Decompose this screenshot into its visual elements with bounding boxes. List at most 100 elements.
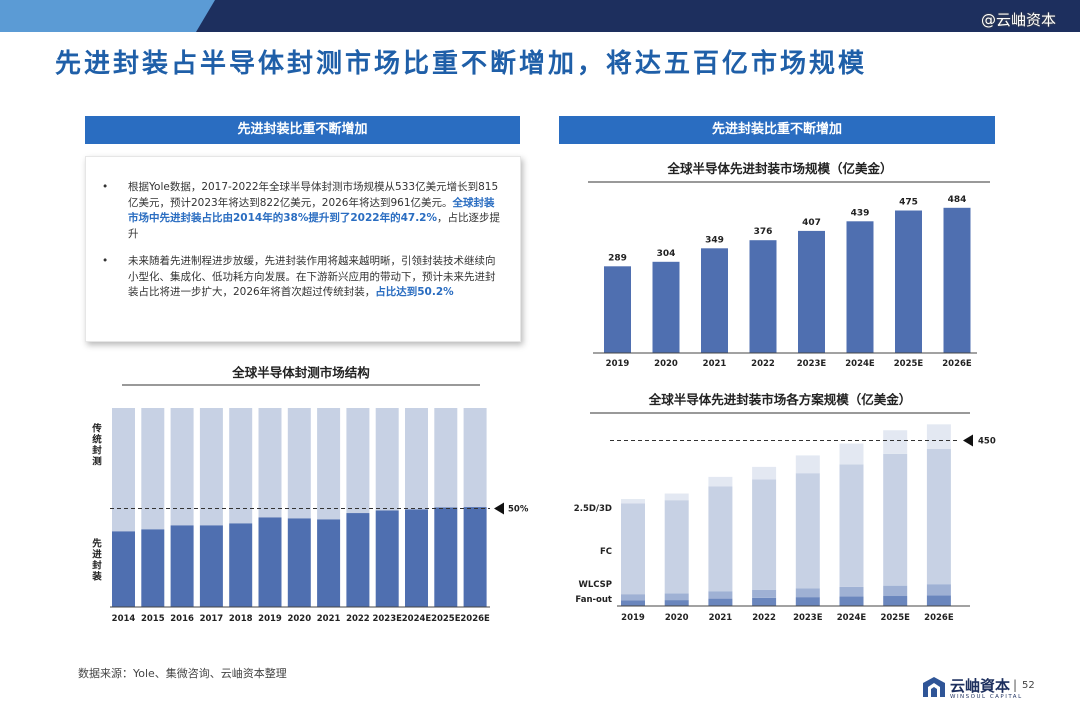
x-tick-label: 2018 [229, 614, 253, 624]
series-label: WLCSP [578, 580, 612, 590]
bar-segment-fc [708, 486, 733, 592]
bar-segment-wlcsp [752, 589, 777, 598]
reference-arrow-icon [494, 502, 504, 515]
chart-solution-size: 2019 2020 2021 2022 2023E 2024E 2025E 2026E 450 F… [574, 412, 996, 623]
bar-segment-wlcsp [621, 594, 645, 601]
data-label: 484 [948, 195, 967, 205]
bar-segment-fan-out [621, 600, 645, 606]
x-tick-label: 2021 [317, 614, 341, 624]
bar-segment-fan-out [883, 596, 908, 606]
bar-segment-wlcsp [708, 591, 733, 599]
bullet-item: • 未来随着先进制程进步放缓，先进封装作用将越来越明晰，引领封装技术继续向小型化… [102, 254, 502, 301]
left-section-header: 先进封装比重不断增加 [85, 116, 520, 144]
data-label: 349 [705, 235, 724, 245]
bar-traditional [463, 408, 487, 508]
bar-traditional [229, 408, 253, 524]
bar-segment-2-5d-3d [795, 455, 820, 474]
bullet-tail: ，占比逐步提升 [128, 212, 501, 240]
bullet-highlight: 占比达到50.2% [375, 286, 454, 298]
x-tick-label: 2019 [606, 359, 630, 369]
bar-segment-fc [839, 464, 864, 587]
data-label: 376 [754, 227, 773, 237]
chart-market-size: 289 2019 304 2020 349 2021 376 2022 407 2023E 439 2… [588, 181, 990, 369]
bar-traditional [258, 408, 282, 518]
bar [846, 221, 874, 353]
x-tick-label: 2025E [880, 613, 910, 623]
x-tick-label: 2026E [460, 614, 490, 624]
x-tick-label: 2025E [431, 614, 461, 624]
x-tick-label: 2022 [751, 359, 775, 369]
bar-advanced [405, 509, 428, 607]
bar-segment-fc [621, 503, 645, 595]
bar-traditional [434, 408, 458, 508]
right-section-header: 先进封装比重不断增加 [559, 116, 995, 144]
bar-advanced [141, 529, 165, 607]
chart-market-structure: 2014 2015 2016 2017 2018 2019 2020 2021 2022 2023… [91, 384, 529, 624]
x-tick-label: 2020 [654, 359, 678, 369]
bar-traditional [405, 408, 428, 510]
bar-segment-2-5d-3d [708, 476, 733, 487]
chart-title-market-size: 全球半导体先进封装市场规模（亿美金） [667, 161, 893, 176]
x-tick-label: 2020 [287, 614, 311, 624]
x-tick-label: 2015 [141, 614, 165, 624]
bar-segment-2-5d-3d [883, 430, 908, 454]
source-note: 数据来源：Yole、集微咨询、云岫资本整理 [78, 667, 287, 680]
page-separator: | [1013, 678, 1018, 692]
bullet-item: • 根据Yole数据，2017-2022年全球半导体封测市场规模从533亿美元增… [102, 180, 502, 242]
reference-label: 450 [978, 437, 996, 447]
x-tick-label: 2026E [924, 613, 954, 623]
data-label: 439 [851, 208, 870, 218]
bar [652, 261, 680, 353]
x-tick-label: 2019 [621, 613, 645, 623]
bar-advanced [170, 525, 194, 607]
bar-segment-fan-out [795, 597, 820, 606]
x-tick-label: 2022 [752, 613, 776, 623]
bar-advanced [229, 523, 253, 607]
summary-box: • 根据Yole数据，2017-2022年全球半导体封测市场规模从533亿美元增… [85, 156, 521, 342]
bullet-text: 根据Yole数据，2017-2022年全球半导体封测市场规模从533亿美元增长到… [128, 180, 502, 242]
bar [604, 266, 631, 353]
top-banner [0, 0, 1080, 32]
bar-traditional [317, 408, 341, 520]
bar-advanced [346, 513, 370, 607]
bar [895, 210, 922, 353]
chart-title-solution-size: 全球半导体先进封装市场各方案规模（亿美金） [648, 392, 912, 407]
legend-advanced: 先进封装 [91, 538, 102, 583]
bar-segment-fan-out [839, 596, 864, 606]
data-label: 407 [802, 218, 821, 228]
x-tick-label: 2023E [793, 613, 823, 623]
bar-traditional [112, 408, 135, 532]
x-tick-label: 2021 [709, 613, 733, 623]
data-label: 304 [657, 249, 676, 259]
bullet-marker: • [102, 255, 109, 267]
bar-traditional [199, 408, 223, 526]
bar [943, 207, 971, 353]
x-tick-label: 2022 [346, 614, 370, 624]
bar [749, 240, 777, 353]
bar-segment-wlcsp [883, 585, 908, 597]
logo-subtitle: WINSOUL CAPITAL [950, 694, 1023, 700]
data-label: 475 [899, 198, 918, 208]
x-tick-label: 2017 [200, 614, 224, 624]
legend-traditional: 传统封测 [91, 422, 102, 467]
bar-segment-2-5d-3d [621, 499, 645, 504]
bar-advanced [258, 517, 282, 607]
series-label: Fan-out [575, 595, 612, 605]
bar-segment-fc [752, 479, 777, 590]
x-tick-label: 2020 [665, 613, 689, 623]
bullet-plain: 根据Yole数据，2017-2022年全球半导体封测市场规模从533亿美元增长到… [128, 181, 499, 209]
x-tick-label: 2024E [845, 359, 875, 369]
bar-segment-fan-out [926, 595, 951, 606]
bar-advanced [463, 507, 487, 607]
bar-advanced [375, 510, 399, 607]
bar [798, 230, 825, 353]
x-tick-label: 2023E [372, 614, 402, 624]
x-tick-label: 2023E [797, 359, 827, 369]
page-number: 52 [1022, 680, 1035, 691]
bar-segment-2-5d-3d [664, 493, 689, 501]
x-tick-label: 2024E [837, 613, 867, 623]
bar-segment-wlcsp [795, 588, 820, 598]
bar-segment-fan-out [708, 598, 733, 606]
series-label: FC [600, 547, 612, 557]
reference-label: 50% [508, 505, 529, 515]
